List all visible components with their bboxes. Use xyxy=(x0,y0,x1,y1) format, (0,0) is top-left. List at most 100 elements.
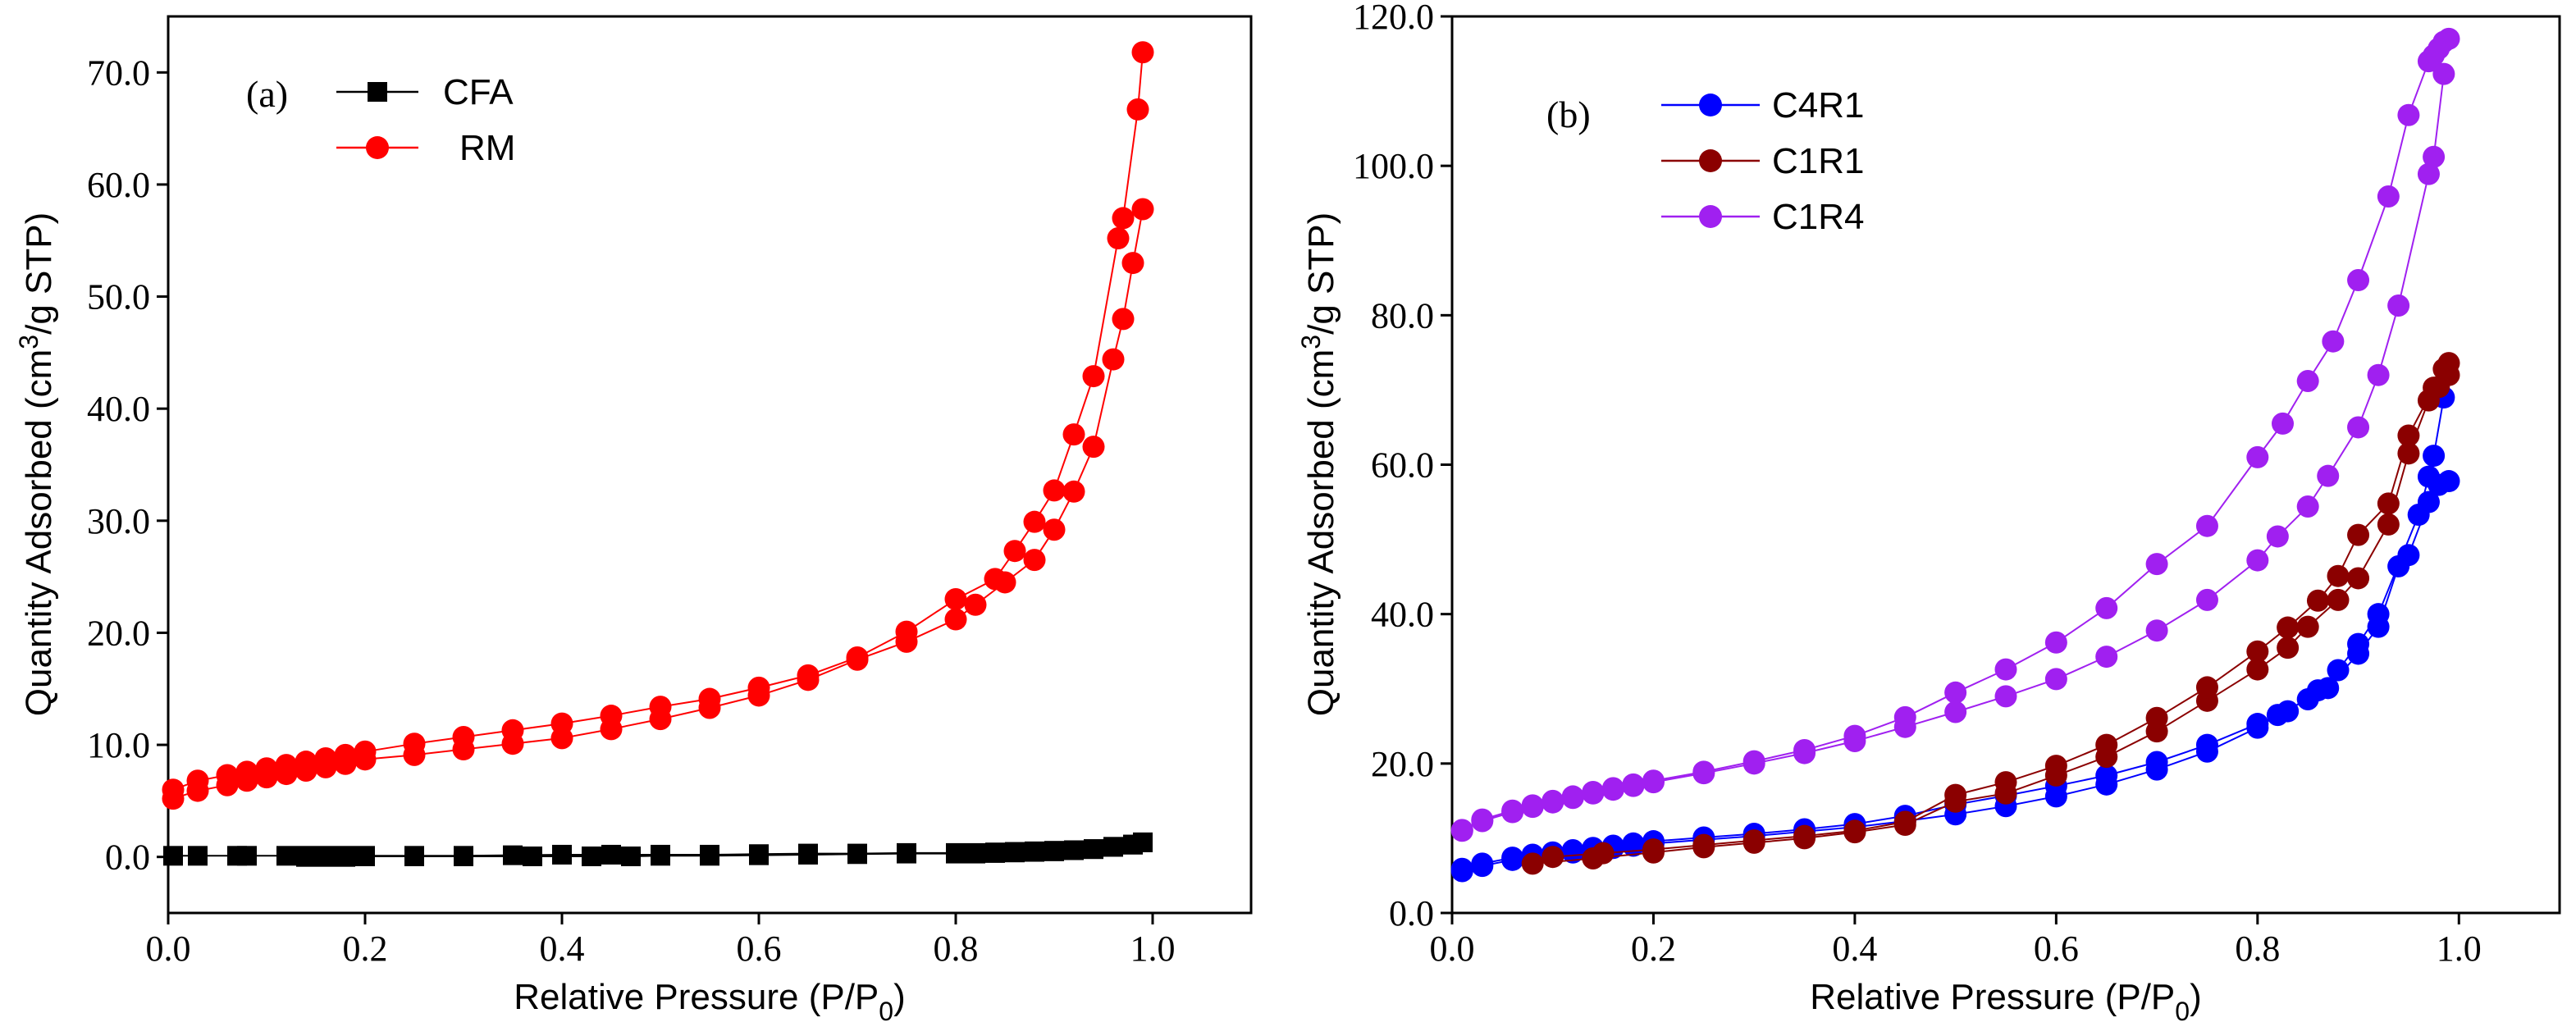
data-point-c1r1 xyxy=(2195,676,2218,699)
data-point-rm xyxy=(1082,436,1105,459)
data-point-c1r1 xyxy=(2246,640,2269,663)
panel-a-x-tick-label: 0.4 xyxy=(540,929,585,969)
data-point-rm xyxy=(295,751,317,774)
data-point-c1r1 xyxy=(1521,852,1544,875)
data-point-cfa xyxy=(552,844,572,865)
data-point-rm xyxy=(255,757,278,780)
legend-cfa-label: CFA xyxy=(443,72,514,112)
panel-b-y-tick-label: 60.0 xyxy=(1371,445,1434,486)
legend-item-c1r4: C1R4 xyxy=(1661,197,1865,237)
data-point-c1r1 xyxy=(2095,733,2118,756)
data-point-rm xyxy=(1003,540,1026,563)
data-point-rm xyxy=(895,620,918,643)
panel-b-y-tick-label: 40.0 xyxy=(1371,595,1434,635)
panel-b-y-tick-label: 100.0 xyxy=(1353,146,1434,186)
data-point-cfa xyxy=(651,846,670,866)
data-point-c1r4 xyxy=(2145,553,2168,576)
data-point-c1r4 xyxy=(1541,789,1564,812)
data-point-rm xyxy=(600,705,623,728)
panel-b-x-axis-label: Relative Pressure (P/P0) xyxy=(1810,977,2202,1026)
data-point-c1r4 xyxy=(2145,619,2168,642)
legend-c4r1-marker xyxy=(1699,94,1722,116)
data-point-rm xyxy=(1131,198,1154,221)
data-point-c1r1 xyxy=(2377,492,2400,515)
data-point-c4r1 xyxy=(2145,751,2168,774)
data-point-c1r4 xyxy=(2266,525,2289,548)
data-point-rm xyxy=(1023,549,1046,572)
data-point-c1r4 xyxy=(1450,819,1473,842)
panel-b-y-axis-label: Quantity Adsorbed (cm3/g STP) xyxy=(1296,212,1341,717)
data-point-c1r4 xyxy=(1692,760,1715,783)
data-point-rm xyxy=(354,740,377,763)
panel-a-y-tick-label: 50.0 xyxy=(87,277,150,317)
data-point-c4r1 xyxy=(2367,603,2390,626)
data-point-cfa xyxy=(503,845,523,865)
legend-c1r1-marker xyxy=(1699,149,1722,172)
panel-a-plot-area xyxy=(167,15,1253,915)
panel-b-label: (b) xyxy=(1546,94,1591,135)
data-point-cfa xyxy=(621,847,641,867)
data-point-c1r4 xyxy=(1793,738,1816,761)
legend-item-cfa: CFA xyxy=(336,72,514,112)
data-point-c4r1 xyxy=(2423,445,2446,468)
data-point-rm xyxy=(1126,98,1149,121)
data-point-c1r4 xyxy=(1471,808,1494,831)
data-point-cfa xyxy=(1025,842,1044,862)
data-point-rm xyxy=(1043,518,1066,541)
data-point-c1r4 xyxy=(2423,145,2446,168)
data-point-c4r1 xyxy=(2347,632,2370,655)
data-point-rm xyxy=(1043,479,1066,502)
data-point-c1r4 xyxy=(2296,369,2319,392)
panel-a-x-tick-label: 1.0 xyxy=(1130,929,1176,969)
data-point-c1r4 xyxy=(1582,780,1605,803)
legend-item-c4r1: C4R1 xyxy=(1661,85,1865,126)
data-point-c1r4 xyxy=(2296,495,2319,518)
data-point-c1r1 xyxy=(2432,358,2455,381)
data-point-c1r4 xyxy=(2272,412,2294,435)
data-point-c1r1 xyxy=(2327,588,2350,611)
data-point-c1r1 xyxy=(1793,824,1816,847)
data-point-c1r1 xyxy=(2397,442,2420,465)
data-point-c4r1 xyxy=(1501,847,1524,869)
data-point-cfa xyxy=(1123,834,1143,855)
data-point-rm xyxy=(1102,348,1125,371)
data-point-cfa xyxy=(237,846,257,866)
data-point-cfa xyxy=(296,847,316,867)
data-point-rm xyxy=(698,687,721,710)
data-point-c1r1 xyxy=(1742,829,1765,852)
data-point-c1r4 xyxy=(1742,750,1765,773)
data-point-c1r4 xyxy=(2417,162,2440,185)
panel-a-label: (a) xyxy=(246,73,288,115)
panel-a-legend: CFA RM xyxy=(336,72,515,168)
panel-b-x-tick-label: 0.0 xyxy=(1430,929,1475,969)
data-point-rm xyxy=(216,764,239,787)
data-point-c1r1 xyxy=(1944,783,1967,806)
data-point-rm xyxy=(1082,365,1105,388)
data-point-cfa xyxy=(985,842,1005,863)
data-point-rm xyxy=(944,587,967,610)
data-point-c1r4 xyxy=(2322,330,2345,353)
panel-b-x-tick-label: 1.0 xyxy=(2437,929,2482,969)
legend-item-c1r1: C1R1 xyxy=(1661,141,1865,181)
legend-rm-marker xyxy=(366,136,389,159)
series-rm-desorption-line xyxy=(172,52,1144,791)
data-point-rm xyxy=(314,746,337,769)
data-point-c1r4 xyxy=(1561,785,1584,808)
data-point-c1r1 xyxy=(2296,615,2319,638)
data-point-cfa xyxy=(966,843,985,864)
panel-a: 0.0 0.2 0.4 0.6 0.8 1.0 0.0 10.0 20.0 30.0 40.0 50.… xyxy=(14,15,1253,1026)
data-point-c1r4 xyxy=(1893,705,1916,728)
data-point-rm xyxy=(649,696,672,719)
data-point-c1r1 xyxy=(2246,658,2269,681)
data-point-cfa xyxy=(582,847,601,867)
data-point-cfa xyxy=(188,846,208,866)
data-point-cfa xyxy=(1044,841,1064,861)
legend-c4r1-label: C4R1 xyxy=(1772,85,1865,126)
data-point-c1r1 xyxy=(2397,424,2420,447)
panel-a-data-layer xyxy=(162,41,1154,867)
data-point-c1r4 xyxy=(1944,681,1967,704)
data-point-c1r4 xyxy=(2367,363,2390,386)
panel-a-y-tick-label: 30.0 xyxy=(87,501,150,541)
data-point-rm xyxy=(334,743,357,766)
panel-a-y-tick-label: 20.0 xyxy=(87,613,150,653)
